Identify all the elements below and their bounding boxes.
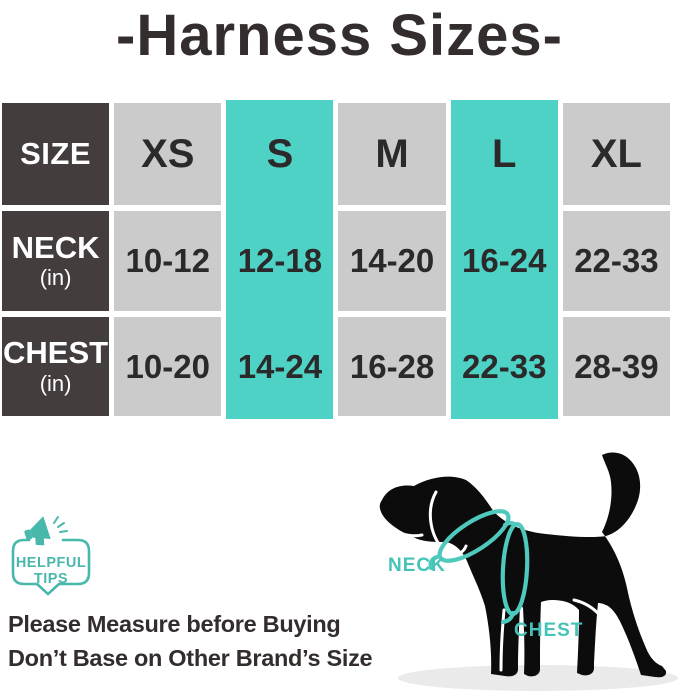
- measure-note: Please Measure before Buying Don’t Base …: [8, 607, 373, 675]
- dog-silhouette: [379, 452, 667, 678]
- cell-value: 14-24: [237, 347, 323, 385]
- cell-neck-m: 14-20: [338, 211, 446, 311]
- row-unit: (in): [39, 265, 72, 291]
- neck-measure-label: NECK: [388, 555, 446, 576]
- note-line-2: Don’t Base on Other Brand’s Size: [8, 645, 373, 671]
- row-header-neck: NECK (in): [2, 211, 110, 311]
- cell-chest-xl: 28-39: [562, 317, 670, 416]
- measurement-loops: [428, 509, 530, 625]
- helpful-tips-badge: HELPFUL TIPS: [11, 516, 91, 596]
- col-header-label: XL: [590, 131, 642, 176]
- cell-value: 14-20: [349, 242, 435, 279]
- col-header-l: L: [450, 100, 558, 208]
- table-corner-cell: SIZE: [2, 103, 110, 205]
- cell-chest-m: 16-28: [338, 317, 446, 416]
- col-header-s: S: [226, 100, 334, 208]
- col-header-label: S: [266, 131, 294, 176]
- col-header-label: L: [492, 131, 517, 176]
- cell-chest-xs: 10-20: [114, 317, 222, 416]
- cell-neck-s: 12-18: [226, 208, 334, 314]
- cell-chest-l: 22-33: [450, 314, 558, 419]
- corner-label: SIZE: [20, 136, 92, 171]
- dog-measurement-diagram: NECK CHEST: [379, 452, 678, 691]
- col-header-label: M: [375, 131, 409, 176]
- col-header-xs: XS: [114, 103, 222, 205]
- row-label: NECK: [11, 229, 100, 265]
- ground-shadow: [398, 665, 678, 691]
- cell-value: 22-33: [462, 347, 547, 385]
- chest-loop-hook-top: [502, 520, 519, 528]
- page-title: -Harness Sizes-: [116, 3, 563, 68]
- cell-chest-s: 14-24: [226, 314, 334, 419]
- tips-line2: TIPS: [34, 571, 68, 587]
- megaphone-burst-lines: [53, 516, 68, 533]
- size-table: SIZE XS S M L XL NECK (in) 10-12 12-18 1…: [2, 100, 670, 419]
- row-header-chest: CHEST (in): [2, 317, 110, 416]
- cell-neck-xs: 10-12: [114, 211, 222, 311]
- cell-value: 28-39: [574, 347, 659, 385]
- chest-measure-label: CHEST: [514, 620, 583, 641]
- chest-loop-hook-bottom: [500, 610, 516, 625]
- col-header-xl: XL: [562, 103, 670, 205]
- cell-neck-xl: 22-33: [562, 211, 670, 311]
- col-header-m: M: [338, 103, 446, 205]
- cell-value: 10-12: [125, 242, 210, 279]
- megaphone-icon: [24, 516, 51, 546]
- neck-loop-hook: [428, 554, 440, 571]
- note-line-1: Please Measure before Buying: [8, 611, 341, 637]
- cell-value: 22-33: [574, 242, 659, 279]
- tips-line1: HELPFUL: [16, 555, 86, 571]
- neck-loop: [437, 509, 511, 563]
- row-label: CHEST: [3, 335, 109, 371]
- cell-neck-l: 16-24: [450, 208, 558, 314]
- row-unit: (in): [39, 370, 72, 396]
- badge-outline: [11, 538, 91, 596]
- cell-value: 10-20: [125, 347, 210, 385]
- cell-value: 16-24: [462, 242, 547, 279]
- cell-value: 12-18: [237, 242, 323, 279]
- cell-value: 16-28: [349, 347, 435, 385]
- col-header-label: XS: [141, 131, 195, 176]
